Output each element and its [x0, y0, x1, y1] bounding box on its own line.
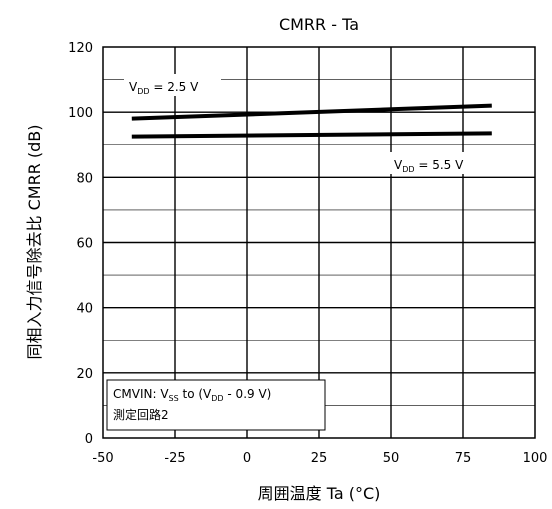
tick-labels: 0 20 40 60 80 100 120 -50 -25 0 25 50 75 100	[68, 41, 547, 466]
chart-title: CMRR - Ta	[279, 15, 359, 34]
series-line-0	[131, 103, 492, 121]
label-bg-vdd-2.5	[124, 74, 221, 96]
x-tick-label: -25	[164, 451, 185, 466]
x-tick-label: 100	[523, 451, 548, 466]
y-tick-label: 20	[76, 367, 93, 382]
y-axis-label: 同相入力信号除去比 CMRR (dB)	[25, 124, 44, 359]
x-tick-label: 75	[455, 451, 472, 466]
y-tick-label: 0	[85, 432, 93, 447]
y-tick-label: 80	[76, 171, 93, 186]
y-tick-label: 100	[68, 106, 93, 121]
annotation-cmvin: CMVIN: VSS to (VDD - 0.9 V)	[113, 387, 271, 403]
x-tick-label: 0	[243, 451, 251, 466]
series-layer	[131, 103, 492, 139]
condition-box	[106, 379, 326, 431]
annotation-circuit: 測定回路2	[113, 407, 169, 422]
plot-frame	[102, 46, 536, 439]
label-bg-vdd-5.5	[389, 152, 486, 174]
x-tick-label: -50	[92, 451, 113, 466]
x-tick-label: 50	[383, 451, 400, 466]
series-line-1	[131, 131, 492, 139]
x-axis-label: 周囲温度 Ta (°C)	[258, 484, 381, 503]
x-tick-label: 25	[311, 451, 328, 466]
y-tick-label: 40	[76, 302, 93, 317]
y-tick-label: 60	[76, 237, 93, 252]
y-tick-label: 120	[68, 41, 93, 56]
